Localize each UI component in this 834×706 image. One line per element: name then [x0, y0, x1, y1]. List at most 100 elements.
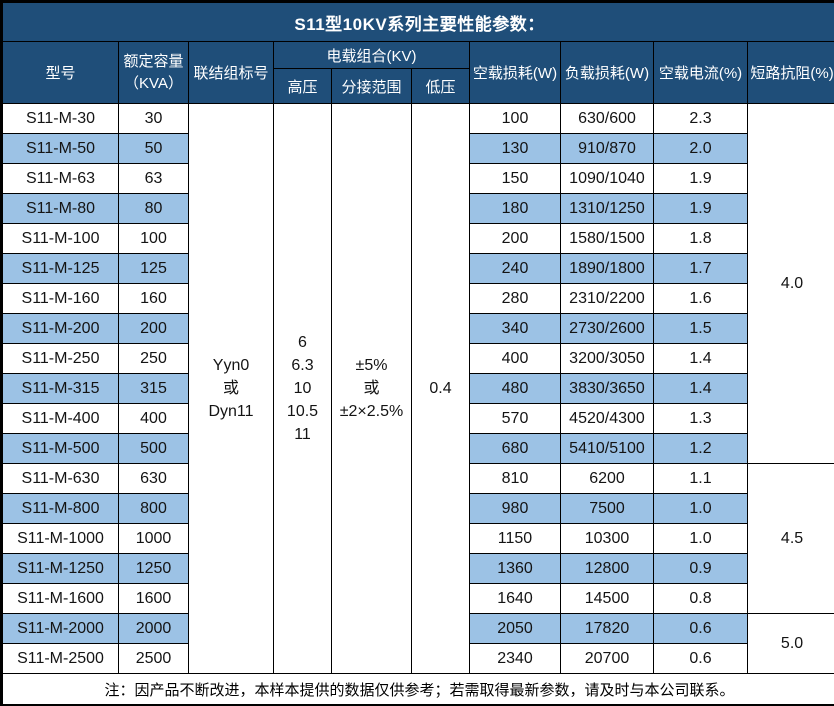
cell-model: S11-M-1000	[2, 523, 119, 554]
cell-no-load-loss: 480	[469, 373, 561, 404]
cell-load-loss: 3830/3650	[560, 373, 654, 404]
cell-kva: 400	[118, 403, 189, 434]
col-header-connection: 联结组标号	[188, 41, 274, 104]
cell-no-load-current: 0.9	[653, 553, 748, 584]
cell-load-loss: 17820	[560, 613, 654, 644]
table-row: S11-M-500 500 680 5410/5100 1.2	[2, 433, 834, 464]
cell-load-loss: 12800	[560, 553, 654, 584]
table-body: S11-M-30 30 Yyn0 或 Dyn11 6 6.3 10 10.5 11 ±5…	[2, 103, 834, 674]
cell-load-loss: 2310/2200	[560, 283, 654, 314]
title-row: S11型10KV系列主要性能参数：	[1, 2, 834, 42]
table-row: S11-M-125 125 240 1890/1800 1.7	[2, 253, 834, 284]
cell-no-load-loss: 400	[469, 343, 561, 374]
cell-model: S11-M-63	[2, 163, 119, 194]
cell-kva: 200	[118, 313, 189, 344]
cell-model: S11-M-2000	[2, 613, 119, 644]
cell-no-load-loss: 280	[469, 283, 561, 314]
cell-kva: 1000	[118, 523, 189, 554]
cell-model: S11-M-80	[2, 193, 119, 224]
cell-no-load-current: 1.6	[653, 283, 748, 314]
col-header-no-load-loss: 空载损耗(W)	[469, 41, 561, 104]
cell-no-load-loss: 1360	[469, 553, 561, 584]
cell-no-load-loss: 980	[469, 493, 561, 524]
cell-no-load-current: 2.3	[653, 103, 748, 134]
table-row: S11-M-800 800 980 7500 1.0	[2, 493, 834, 524]
cell-kva: 630	[118, 463, 189, 494]
cell-load-loss: 7500	[560, 493, 654, 524]
cell-kva: 315	[118, 373, 189, 404]
cell-kva: 100	[118, 223, 189, 254]
cell-model: S11-M-315	[2, 373, 119, 404]
cell-model: S11-M-500	[2, 433, 119, 464]
table-row: S11-M-315 315 480 3830/3650 1.4	[2, 373, 834, 404]
cell-model: S11-M-2500	[2, 643, 119, 674]
cell-load-loss: 910/870	[560, 133, 654, 164]
cell-no-load-loss: 100	[469, 103, 561, 134]
table-row: S11-M-2500 2500 2340 20700 0.6	[2, 643, 834, 674]
cell-load-loss: 5410/5100	[560, 433, 654, 464]
cell-kva: 160	[118, 283, 189, 314]
table-row: S11-M-630 630 810 6200 1.1 4.5	[2, 463, 834, 614]
cell-no-load-current: 1.9	[653, 163, 748, 194]
col-header-no-load-current: 空载电流(%)	[653, 41, 748, 104]
cell-no-load-current: 1.3	[653, 403, 748, 434]
table-row: S11-M-100 100 200 1580/1500 1.8	[2, 223, 834, 254]
cell-model: S11-M-50	[2, 133, 119, 164]
cell-tap-range-value: ±5% 或 ±2×2.5%	[331, 103, 412, 674]
cell-no-load-loss: 130	[469, 133, 561, 164]
cell-model: S11-M-30	[2, 103, 119, 134]
cell-lv-value: 0.4	[411, 103, 470, 674]
header-row-sub: 高压 分接范围 低压	[3, 68, 834, 104]
table-row: S11-M-2000 2000 2050 17820 0.6 5.0	[2, 613, 834, 674]
cell-model: S11-M-200	[2, 313, 119, 344]
cell-no-load-current: 1.4	[653, 343, 748, 374]
cell-no-load-current: 0.6	[653, 643, 748, 674]
cell-model: S11-M-1600	[2, 583, 119, 614]
cell-no-load-current: 1.0	[653, 523, 748, 554]
cell-kva: 2500	[118, 643, 189, 674]
cell-hv-values: 6 6.3 10 10.5 11	[273, 103, 332, 674]
cell-load-loss: 6200	[560, 463, 654, 494]
cell-model: S11-M-125	[2, 253, 119, 284]
cell-no-load-current: 1.5	[653, 313, 748, 344]
cell-no-load-loss: 150	[469, 163, 561, 194]
cell-kva: 500	[118, 433, 189, 464]
cell-kva: 80	[118, 193, 189, 224]
cell-no-load-current: 1.2	[653, 433, 748, 464]
cell-no-load-current: 1.1	[653, 463, 748, 494]
table-row: S11-M-160 160 280 2310/2200 1.6	[2, 283, 834, 314]
cell-no-load-loss: 180	[469, 193, 561, 224]
cell-no-load-current: 2.0	[653, 133, 748, 164]
table-row: S11-M-200 200 340 2730/2600 1.5	[2, 313, 834, 344]
cell-kva: 1250	[118, 553, 189, 584]
cell-no-load-loss: 240	[469, 253, 561, 284]
cell-no-load-current: 1.9	[653, 193, 748, 224]
cell-load-loss: 10300	[560, 523, 654, 554]
table-row: S11-M-80 80 180 1310/1250 1.9	[2, 193, 834, 224]
table-row: S11-M-400 400 570 4520/4300 1.3	[2, 403, 834, 434]
cell-no-load-loss: 200	[469, 223, 561, 254]
cell-no-load-loss: 810	[469, 463, 561, 494]
cell-load-loss: 1310/1250	[560, 193, 654, 224]
cell-no-load-loss: 1150	[469, 523, 561, 554]
cell-no-load-loss: 2340	[469, 643, 561, 674]
cell-kva: 1600	[118, 583, 189, 614]
cell-model: S11-M-250	[2, 343, 119, 374]
cell-load-loss: 14500	[560, 583, 654, 614]
table-row: S11-M-1250 1250 1360 12800 0.9	[2, 553, 834, 584]
cell-no-load-current: 1.8	[653, 223, 748, 254]
cell-kva: 125	[118, 253, 189, 284]
cell-model: S11-M-160	[2, 283, 119, 314]
cell-model: S11-M-400	[2, 403, 119, 434]
col-header-voltage-combo: 电载组合(KV)	[273, 41, 470, 69]
cell-load-loss: 4520/4300	[560, 403, 654, 434]
cell-impedance: 5.0	[746, 613, 834, 674]
table-row: S11-M-50 50 130 910/870 2.0	[2, 133, 834, 164]
cell-model: S11-M-630	[2, 463, 119, 494]
cell-kva: 2000	[118, 613, 189, 644]
table-row: S11-M-30 30 Yyn0 或 Dyn11 6 6.3 10 10.5 11 ±5…	[2, 103, 834, 674]
page-title: S11型10KV系列主要性能参数：	[1, 2, 834, 42]
cell-kva: 50	[118, 133, 189, 164]
cell-load-loss: 630/600	[560, 103, 654, 134]
